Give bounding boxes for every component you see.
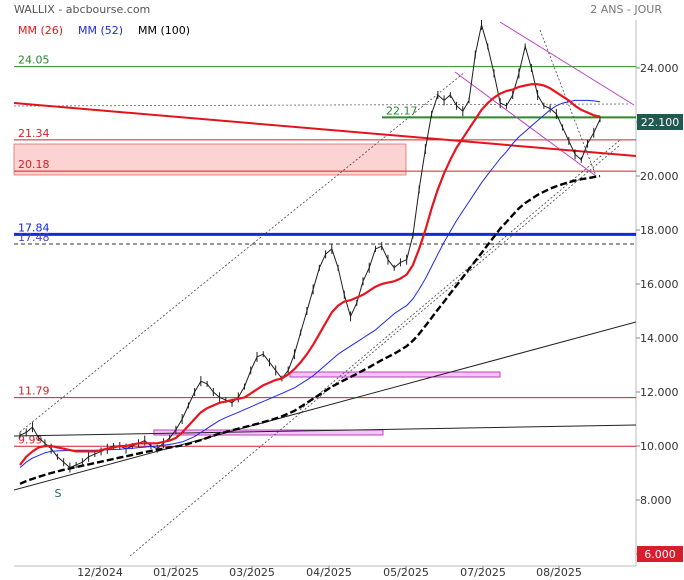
x-tick-label: 03/2025 [229,566,275,579]
y-tick-label: 20.000 [640,170,679,183]
magenta-channel-top [499,21,635,106]
legend: MM (26) MM (52) MM (100) [18,24,190,37]
x-tick-label: 08/2025 [536,566,582,579]
signal-marker: S [55,487,62,500]
series-mm-100 [19,174,601,485]
resistance-dotted [14,103,631,107]
last-price-tag: 22.100 [637,114,683,130]
y-tick-label: 18.000 [640,224,679,237]
channel-mid-dotted [299,139,621,411]
last-price-box [637,114,683,130]
price-series [19,20,601,485]
magenta-channel-bottom [454,71,597,177]
level-label: 9.99 [18,433,43,446]
black-trend-flat [14,424,636,437]
level-label: 22.17 [386,104,418,117]
support-box-lower [153,429,384,436]
y-tick-label: 8.000 [640,494,672,507]
y-tick-label: 14.000 [640,332,679,345]
y-tick-label: 10.000 [640,440,679,453]
chart-period: 2 ANS - JOUR [590,3,662,16]
x-tick-label: 12/2024 [77,566,123,579]
red-downtrend [14,102,636,157]
legend-mm52: MM (52) [78,24,123,37]
legend-mm100: MM (100) [138,24,190,37]
legend-mm26: MM (26) [18,24,63,37]
series-mm-26 [19,83,601,466]
x-tick-label: 07/2025 [460,566,506,579]
black-trend-steep [14,321,636,491]
y-tick-label: 12.000 [640,386,679,399]
channel-upper-dotted [19,71,466,433]
level-label: 17.84 [18,221,50,234]
level-label: 11.79 [18,385,50,398]
chart-title: WALLIX - abcbourse.com [14,3,150,16]
trendlines [14,21,636,557]
x-tick-label: 01/2025 [153,566,199,579]
y-tick-label: 6.000 [644,548,676,561]
x-tick-label: 05/2025 [383,566,429,579]
support-box-upper [289,371,501,378]
level-label: 24.05 [18,54,50,67]
level-label: 20.18 [18,158,50,171]
channel-lower-dotted [129,144,621,557]
resistance-zone [13,143,407,176]
x-axis: 12/2024 01/2025 03/2025 04/2025 05/2025 07/20… [77,566,582,579]
y-tick-label: 24.000 [640,62,679,75]
last-price-label: 22.100 [641,116,680,129]
level-label: 21.34 [18,127,50,140]
y-axis: 6.000 8.000 10.000 12.000 14.000 16.000 18.000… [636,62,683,562]
series-mm-52 [19,99,601,468]
y-tick-box [637,546,683,562]
x-tick-label: 04/2025 [306,566,352,579]
y-tick-label: 16.000 [640,278,679,291]
level-label: 17.48 [18,231,50,244]
